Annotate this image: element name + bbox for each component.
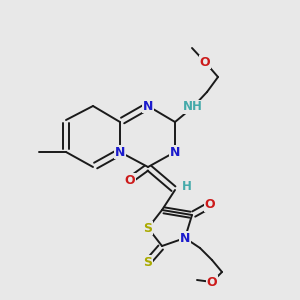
Text: H: H <box>182 179 192 193</box>
Text: N: N <box>143 100 153 112</box>
Text: N: N <box>170 146 180 158</box>
Text: O: O <box>205 199 215 212</box>
Text: O: O <box>125 173 135 187</box>
Text: N: N <box>180 232 190 244</box>
Text: S: S <box>143 256 152 268</box>
Text: N: N <box>115 146 125 158</box>
Text: O: O <box>207 275 217 289</box>
Text: NH: NH <box>183 100 203 113</box>
Text: S: S <box>143 221 152 235</box>
Text: O: O <box>200 56 210 68</box>
